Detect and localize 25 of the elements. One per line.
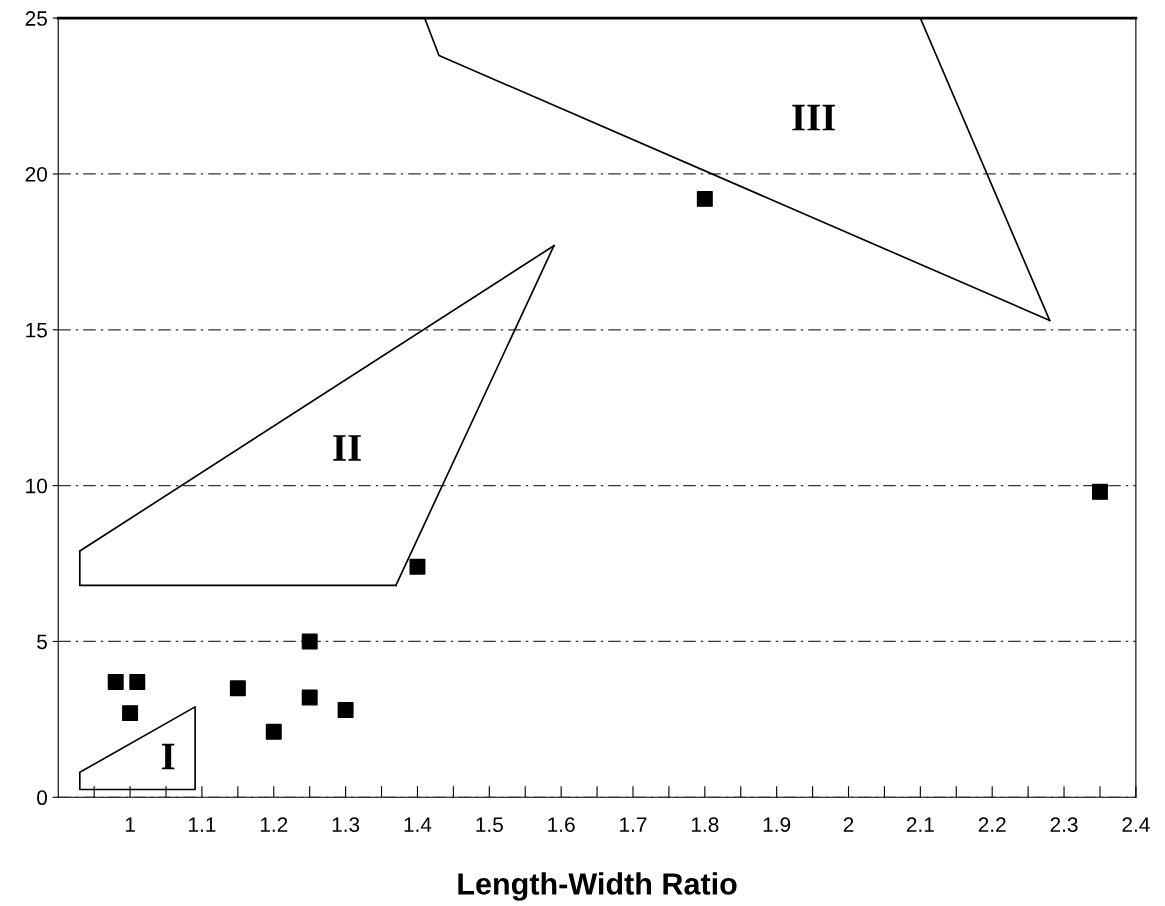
x-tick-label: 2: [843, 817, 854, 832]
x-tick-label: 1.1: [189, 817, 216, 832]
x-tick-label: 1.7: [620, 817, 647, 832]
annotation: III: [792, 104, 836, 131]
x-tick-label: 1.6: [548, 817, 575, 833]
x-tick-label: 2.1: [906, 817, 934, 832]
y-tick-label: 5: [37, 634, 47, 650]
x-tick-label: 2.4: [1122, 817, 1150, 832]
annotation: II: [333, 435, 361, 461]
x-tick-label: 2.3: [1050, 817, 1078, 833]
x-tick-label: 1.3: [332, 817, 360, 833]
x-tick-label: 1: [125, 817, 135, 832]
annotation: I: [161, 743, 175, 770]
x-tick-label: 1.5: [476, 817, 503, 833]
y-tick-label: 15: [26, 323, 47, 338]
x-axis-title: Length-Width Ratio: [458, 872, 737, 901]
y-tick-label: 20: [25, 166, 48, 182]
x-tick-label: 1.8: [691, 817, 719, 833]
x-tick-label: 1.9: [763, 817, 791, 833]
y-tick-label: 10: [26, 478, 48, 494]
y-tick-label: 25: [25, 11, 47, 26]
x-tick-label: 1.4: [404, 817, 432, 832]
x-tick-label: 2.2: [978, 817, 1006, 832]
x-tick-label: 1.2: [260, 817, 288, 832]
y-tick-label: 0: [37, 790, 48, 806]
